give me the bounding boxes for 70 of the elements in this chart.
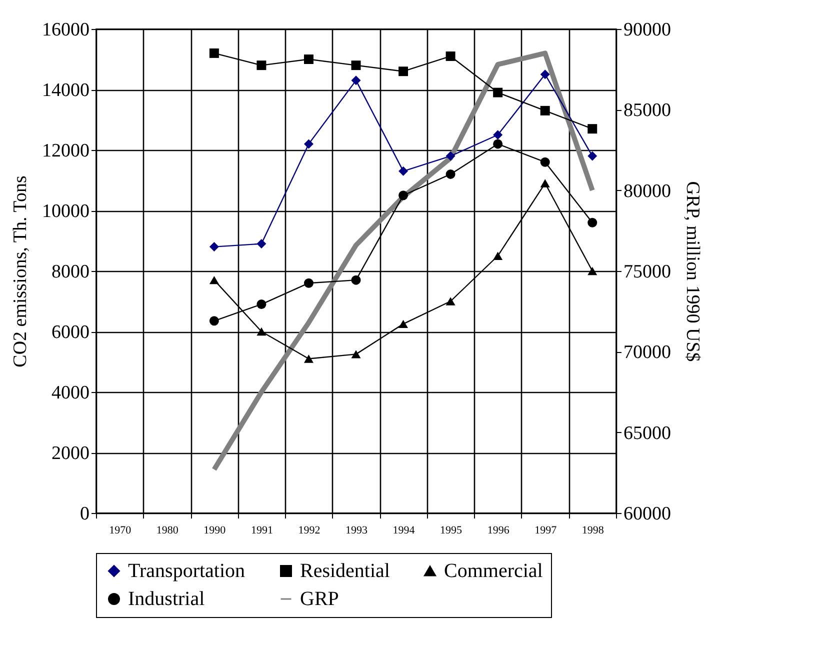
- point: [446, 297, 456, 306]
- legend-label: Residential: [300, 560, 390, 582]
- point: [351, 76, 361, 86]
- point: [540, 157, 550, 167]
- y-tick-label: 4000: [52, 382, 90, 404]
- x-tick-label: 1993: [346, 524, 368, 536]
- point: [256, 300, 266, 310]
- y2-tick-label: 65000: [624, 422, 671, 444]
- point: [398, 190, 408, 200]
- y2-tick-label: 60000: [624, 504, 671, 524]
- x-tick-label: 1992: [298, 524, 320, 536]
- y-tick-label: 8000: [52, 262, 90, 282]
- point: [588, 218, 598, 228]
- point: [209, 48, 219, 58]
- x-tick-label: 1991: [250, 524, 273, 536]
- point: [304, 354, 314, 363]
- point: [446, 151, 456, 161]
- point: [588, 266, 598, 276]
- point: [588, 151, 598, 161]
- point: [209, 276, 219, 284]
- point: [351, 275, 361, 285]
- legend-label: Industrial: [128, 588, 206, 610]
- x-tick-label: 1970: [109, 524, 132, 536]
- point: [493, 252, 503, 260]
- point: [446, 51, 456, 61]
- point: [398, 66, 408, 76]
- y2-tick-label: 70000: [624, 342, 671, 364]
- legend-label: Commercial: [444, 560, 544, 582]
- point: [256, 327, 266, 336]
- point: [398, 320, 408, 328]
- point: [304, 139, 314, 149]
- point: [304, 54, 314, 64]
- y2-tick-label: 90000: [624, 20, 671, 40]
- y-tick-label: 16000: [42, 20, 90, 40]
- x-tick-label: 1994: [392, 524, 416, 536]
- y-tick-label: 14000: [42, 80, 90, 101]
- point: [588, 124, 598, 134]
- y-tick-label: 10000: [42, 201, 90, 222]
- y-tick-label: 2000: [52, 443, 90, 464]
- point: [256, 60, 266, 70]
- point: [351, 350, 361, 358]
- point: [540, 179, 550, 188]
- y2-tick-label: 80000: [624, 180, 671, 202]
- x-tick-label: 1980: [156, 524, 179, 536]
- y2-tick-label: 85000: [624, 100, 671, 122]
- x-tick-label: 1998: [582, 524, 604, 536]
- x-tick-label: 1997: [534, 524, 558, 536]
- point: [493, 88, 503, 98]
- point: [493, 139, 503, 149]
- y2-axis-title: GRP, million 1990 US$: [682, 181, 703, 362]
- y-tick-label: 12000: [42, 140, 90, 162]
- y-tick-label: 6000: [52, 322, 90, 343]
- point: [493, 130, 503, 140]
- legend-label: Transportation: [128, 560, 246, 582]
- y2-tick-label: 75000: [624, 262, 671, 282]
- point: [209, 316, 219, 326]
- point: [351, 60, 361, 70]
- point: [398, 166, 408, 176]
- point: [256, 239, 266, 249]
- x-tick-label: 1990: [204, 524, 226, 536]
- y-axis-title: CO2 emissions, Th. Tons: [10, 176, 31, 368]
- x-tick-label: 1995: [440, 524, 463, 536]
- x-tick-label: 1996: [487, 524, 510, 536]
- legend-label: GRP: [300, 588, 339, 610]
- point: [540, 70, 550, 80]
- point: [446, 169, 456, 179]
- point: [540, 106, 550, 116]
- point: [209, 242, 219, 252]
- point: [304, 278, 314, 288]
- y-tick-label: 0: [80, 504, 90, 524]
